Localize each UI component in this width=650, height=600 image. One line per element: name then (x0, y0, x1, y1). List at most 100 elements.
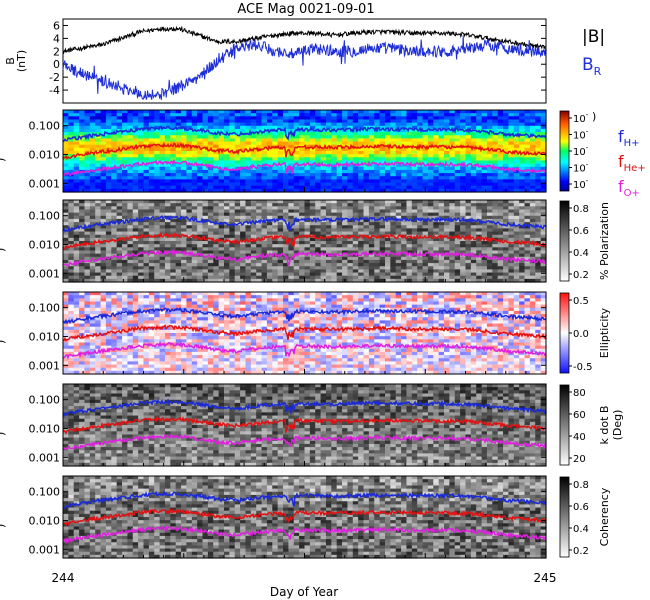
series-f-he-coherency (62, 507, 547, 527)
colorbar-tick-label: 0.6 (573, 226, 589, 237)
freq-axis-fragment: ) (0, 158, 7, 162)
colorbar-polarization (559, 200, 570, 282)
legend-subscript: O+ (624, 188, 640, 199)
spectra-panels: 0.1000.0100.001)10-10-10-10-10-)fH+fHe+f… (0, 109, 646, 559)
colorbar-kdotb (559, 384, 570, 466)
mag-tick-label: 2 (53, 45, 60, 58)
series-btotal (62, 25, 546, 54)
colorbar-tick-exponent: - (586, 144, 589, 152)
colorbar-tick-label: 0.5 (573, 296, 589, 307)
freq-tick-label: 0.010 (29, 423, 61, 436)
x-tick-start: 244 (52, 571, 75, 585)
colorbar-tick-label: 40 (573, 432, 586, 443)
legend-subscript: H+ (624, 138, 640, 149)
legend-btotal: |B| (582, 27, 605, 47)
colorbar-label: % Polarization (598, 202, 611, 280)
freq-tick-label: 0.001 (29, 267, 61, 280)
colorbar-tick-label: 0.6 (573, 502, 589, 513)
series-f-o-coherency (62, 524, 547, 545)
mag-y-unit: (nT) (15, 50, 28, 72)
colorbar-tick-label: -0.5 (573, 362, 593, 373)
heatmap-coherency (63, 476, 547, 559)
legend-subscript: He+ (624, 163, 646, 174)
freq-tick-label: 0.010 (29, 149, 61, 162)
series-f-h-spectrogram (62, 125, 546, 143)
colorbar-tick-exponent: - (586, 177, 589, 185)
freq-tick-label: 0.100 (29, 486, 61, 499)
colorbar-spectrogram (559, 110, 570, 192)
colorbar-tick-label: 0.2 (573, 546, 589, 557)
colorbar-tick-label: 0.0 (573, 329, 589, 340)
panel-spectrogram: 0.1000.0100.001)10-10-10-10-10-)fH+fHe+f… (0, 109, 646, 199)
freq-tick-label: 0.100 (29, 120, 61, 133)
legend-br: BR (582, 55, 602, 78)
series-f-he-spectrogram (62, 141, 547, 161)
colorbar-tick-label: 10- (573, 144, 589, 158)
mag-tick-label: -4 (49, 84, 60, 97)
mag-tick-label: 0 (53, 58, 60, 71)
panel-polarization: 0.100 0.010 0.001) 0.8 0.6 0.4 0.2 % Polarizati… (0, 199, 611, 283)
colorbar-sublabel: (Deg) (611, 410, 624, 441)
series-f-o-kdotb (62, 433, 547, 451)
legend-br-subscript: R (594, 65, 602, 78)
freq-tick-label: 0.010 (29, 239, 61, 252)
freq-tick-label: 0.100 (29, 394, 61, 407)
freq-tick-label: 0.001 (29, 451, 61, 464)
x-axis-label: Day of Year (270, 585, 338, 599)
panel-coherency: 0.100 0.010 0.001) 0.8 0.6 0.4 0.2 Coherency (0, 475, 611, 559)
freq-tick-label: 0.010 (29, 515, 61, 528)
freq-tick-label: 0.010 (29, 331, 61, 344)
series-f-he-polarization (62, 231, 547, 251)
x-tick-end: 245 (534, 571, 557, 585)
colorbar-tick-label: 10- (573, 128, 589, 142)
chart-title: ACE Mag 0021-09-01 (237, 2, 374, 17)
series-f-h-kdotb (62, 398, 547, 418)
colorbar-tick-label: 10- (573, 111, 589, 125)
freq-axis-fragment: ) (0, 432, 7, 436)
colorbar-tick-label: 0.8 (573, 480, 589, 491)
freq-axis-fragment: ) (0, 524, 7, 528)
colorbar-tick-label: 60 (573, 410, 586, 421)
colorbar-tick-label: 0.4 (573, 248, 589, 259)
heatmap-spectrogram (63, 110, 547, 193)
colorbar-tick-exponent: - (586, 161, 589, 169)
colorbar-tick-label: 0.8 (573, 204, 589, 215)
freq-tick-label: 0.100 (29, 210, 61, 223)
series-f-he-kdotb (62, 415, 547, 435)
series-f-h-ellipticity (62, 307, 547, 325)
series-f-he-ellipticity (62, 324, 547, 342)
freq-tick-label: 0.001 (29, 177, 61, 190)
heatmap-polarization (63, 200, 547, 283)
mag-tick-label: 4 (53, 32, 60, 45)
colorbar-fragment: ) (592, 110, 596, 123)
heatmap-ellipticity (63, 292, 547, 375)
colorbar-coherency (559, 476, 570, 558)
colorbar-tick-label: 10- (573, 161, 589, 175)
colorbar-label: k dot B (598, 406, 611, 445)
freq-axis-fragment: ) (0, 340, 7, 344)
freq-tick-label: 0.001 (29, 359, 61, 372)
colorbar-tick-label: 80 (573, 388, 586, 399)
freq-axis-fragment: ) (0, 248, 7, 252)
colorbar-tick-exponent: - (586, 128, 589, 136)
colorbar-label: Coherency (598, 487, 611, 546)
series-br (62, 35, 546, 100)
colorbar-tick-exponent: - (586, 111, 589, 119)
colorbar-tick-label: 20 (573, 454, 586, 465)
legend-f-h: fH+ (618, 127, 640, 149)
freq-tick-label: 0.001 (29, 543, 61, 556)
mag-tick-label: 6 (53, 19, 60, 32)
freq-tick-label: 0.100 (29, 302, 61, 315)
mag-frame (62, 18, 547, 104)
series-f-h-polarization (62, 215, 547, 233)
mag-y-label: B (4, 57, 17, 65)
series-f-o-polarization (62, 248, 547, 267)
colorbar-tick-label: 0.2 (573, 270, 589, 281)
colorbar-label: Ellipticity (598, 307, 611, 358)
colorbar-ellipticity (559, 292, 570, 374)
colorbar-tick-label: 0.4 (573, 524, 589, 535)
series-f-o-ellipticity (62, 340, 547, 360)
legend-f-he: fHe+ (618, 152, 646, 174)
